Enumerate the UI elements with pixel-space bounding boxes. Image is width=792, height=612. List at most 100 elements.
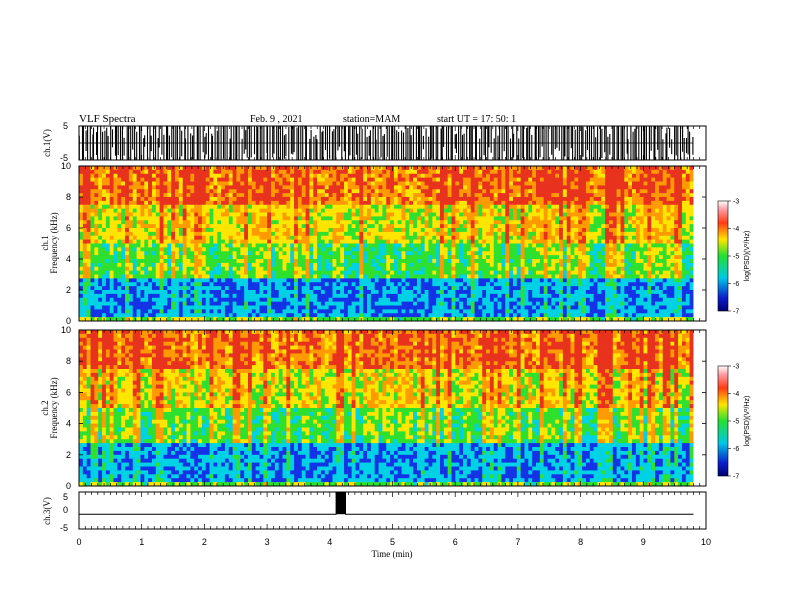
spec-cell xyxy=(343,208,349,213)
spec-cell xyxy=(432,185,437,190)
spec-cell xyxy=(474,239,479,244)
spec-cell xyxy=(436,270,441,275)
spec-cell xyxy=(355,166,360,171)
spec-cell xyxy=(482,266,487,271)
spec-cell xyxy=(94,286,99,291)
spec-cell xyxy=(217,231,222,237)
spec-cell xyxy=(532,293,537,299)
spec-cell xyxy=(516,189,521,194)
spec-cell xyxy=(543,228,548,233)
spec-cell xyxy=(247,266,253,271)
spec-cell xyxy=(102,262,107,268)
spec-cell xyxy=(359,228,364,233)
spec-cell xyxy=(186,231,191,237)
spec-cell xyxy=(178,189,183,194)
spec-cell xyxy=(363,259,368,264)
spec-cell xyxy=(466,251,472,256)
spec-cell xyxy=(405,189,410,194)
spec-cell xyxy=(159,220,164,225)
spec-cell xyxy=(370,208,376,213)
spec-cell xyxy=(390,239,395,244)
spec-cell xyxy=(286,239,291,244)
spec-cell xyxy=(413,212,418,217)
spec-cell xyxy=(194,216,199,221)
spec-cell xyxy=(486,189,491,194)
spec-cell xyxy=(140,177,145,182)
spec-cell xyxy=(443,228,448,233)
spec-cell xyxy=(282,169,287,175)
spec-cell xyxy=(355,239,360,244)
spec-cell xyxy=(194,297,199,302)
spec-cell xyxy=(539,189,544,194)
spec-cell xyxy=(367,200,372,206)
spec-cell xyxy=(247,247,253,252)
spec-cell xyxy=(409,220,414,225)
spec-cell xyxy=(466,224,472,229)
spec-cell xyxy=(151,301,157,306)
spec-cell xyxy=(79,208,84,213)
spec-cell xyxy=(90,220,95,225)
spec-cell xyxy=(436,282,441,287)
spec-cell xyxy=(209,290,214,295)
spec-cell xyxy=(378,173,383,178)
spec-cell xyxy=(221,297,226,302)
spec-cell xyxy=(459,231,464,237)
spec-cell xyxy=(236,278,241,283)
spec-cell xyxy=(194,169,199,175)
spec-cell xyxy=(493,266,498,271)
spec-cell xyxy=(259,181,264,186)
spec-cell xyxy=(443,243,448,248)
spec-cell xyxy=(228,290,233,295)
spec-cell xyxy=(209,266,214,271)
spec-cell xyxy=(186,259,191,264)
spec-cell xyxy=(79,204,84,209)
spec-cell xyxy=(102,247,107,252)
spec-cell xyxy=(543,278,548,283)
spec-cell xyxy=(474,293,479,299)
spec-cell xyxy=(478,286,483,291)
spec-cell xyxy=(301,216,306,221)
spec-cell xyxy=(105,166,111,171)
spec-cell xyxy=(355,173,360,178)
spec-cell xyxy=(94,282,99,287)
spec-cell xyxy=(340,173,345,178)
spec-cell xyxy=(271,297,276,302)
spec-cell xyxy=(136,173,141,178)
spec-cell xyxy=(336,173,341,178)
spec-cell xyxy=(493,305,498,310)
spec-cell xyxy=(347,305,352,310)
spec-cell xyxy=(447,247,452,252)
spec-cell xyxy=(470,216,475,221)
spec-cell xyxy=(109,166,114,171)
spec-cell xyxy=(247,212,253,217)
spec-cell xyxy=(509,239,514,244)
spec-cell xyxy=(201,231,207,237)
spec-cell xyxy=(466,193,472,198)
spec-cell xyxy=(378,293,383,299)
spec-cell xyxy=(539,169,544,175)
spec-cell xyxy=(432,282,437,287)
spec-cell xyxy=(232,278,237,283)
spec-cell xyxy=(186,270,191,275)
spec-cell xyxy=(297,204,303,209)
spec-cell xyxy=(320,259,326,264)
spec-cell xyxy=(140,309,145,314)
spec-cell xyxy=(497,228,502,233)
spec-cell xyxy=(102,293,107,299)
spec-cell xyxy=(79,193,84,198)
spec-cell xyxy=(297,185,303,190)
spec-cell xyxy=(294,255,299,260)
spec-cell xyxy=(532,313,537,318)
spec-cell xyxy=(501,317,506,322)
spec-cell xyxy=(251,212,256,217)
spec-cell xyxy=(313,216,318,221)
spec-cell xyxy=(313,313,318,318)
spec-cell xyxy=(336,185,341,190)
spec-cell xyxy=(274,286,279,291)
spec-cell xyxy=(136,297,141,302)
spec-cell xyxy=(378,251,383,256)
spec-cell xyxy=(374,255,379,260)
spec-cell xyxy=(259,239,264,244)
spec-cell xyxy=(144,270,149,275)
spec-cell xyxy=(543,231,548,237)
